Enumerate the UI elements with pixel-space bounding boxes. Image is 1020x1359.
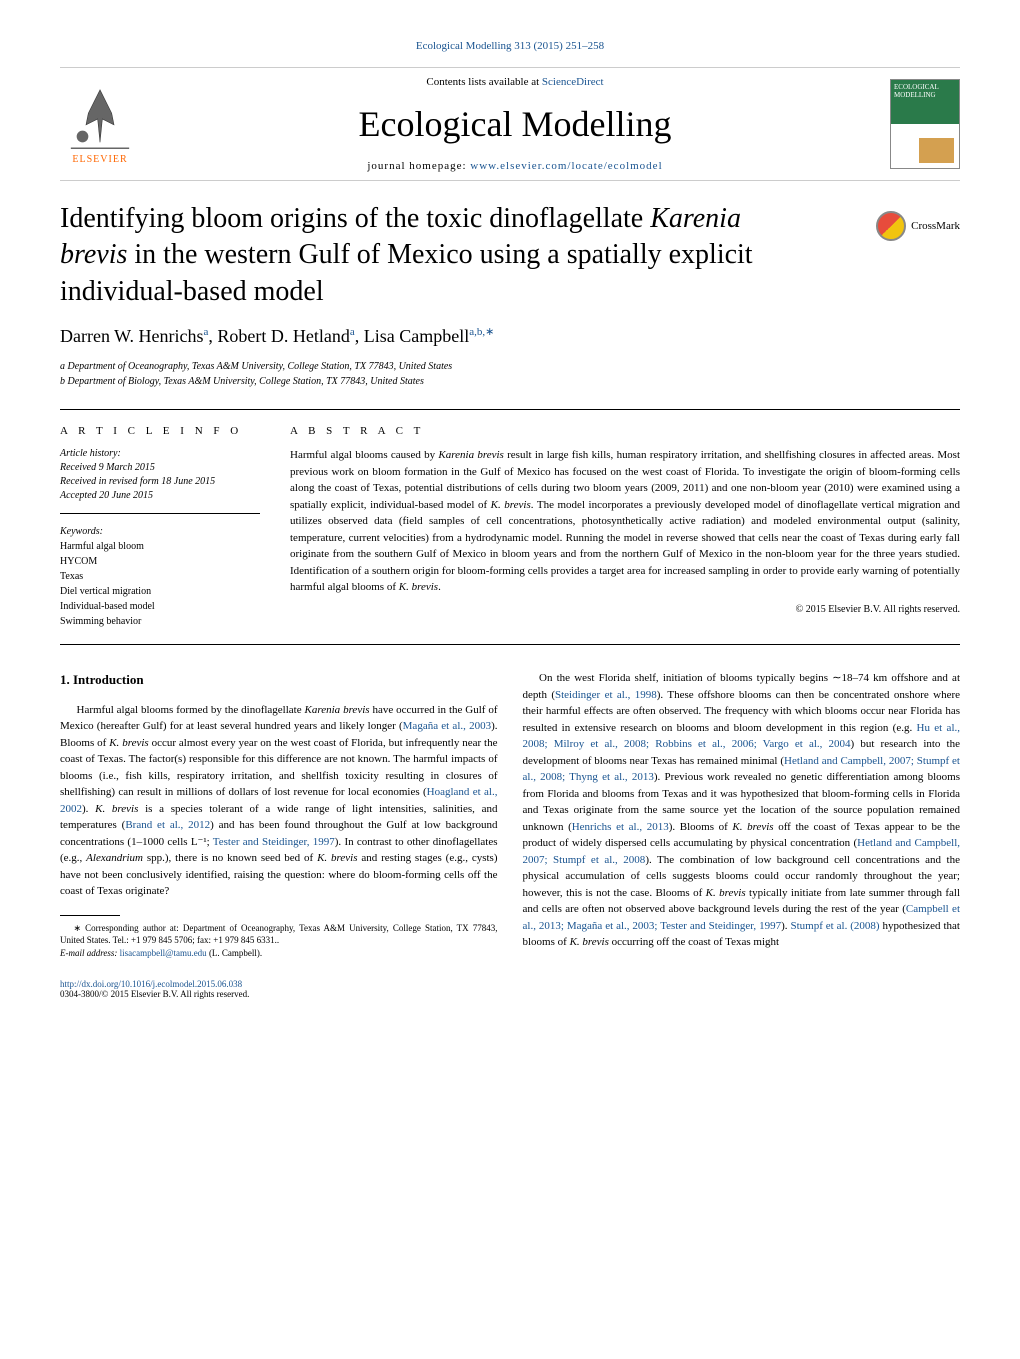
authors-line: Darren W. Henrichsa, Robert D. Hetlanda,… <box>60 325 960 347</box>
abstract-species: K. brevis <box>491 499 531 511</box>
affiliation-b: b Department of Biology, Texas A&M Unive… <box>60 374 960 389</box>
author-1: Darren W. Henrichs <box>60 326 203 346</box>
elsevier-logo: ELSEVIER <box>60 79 140 169</box>
abstract-heading: A B S T R A C T <box>290 425 960 437</box>
abstract-part: . The model incorporates a previously de… <box>290 499 960 594</box>
species-name: K. brevis <box>570 936 609 948</box>
cover-image-icon <box>919 138 954 163</box>
header-center: Contents lists available at ScienceDirec… <box>140 76 890 172</box>
abstract-species: Karenia brevis <box>438 449 503 461</box>
keyword: Swimming behavior <box>60 614 260 629</box>
journal-name: Ecological Modelling <box>140 103 890 145</box>
accepted-date: Accepted 20 June 2015 <box>60 489 260 503</box>
title-part-1: Identifying bloom origins of the toxic d… <box>60 203 650 234</box>
history-label: Article history: <box>60 447 260 461</box>
citation-link[interactable]: Ecological Modelling 313 (2015) 251–258 <box>416 40 604 52</box>
citation-link[interactable]: Tester and Steidinger, 1997 <box>213 836 335 848</box>
species-name: K. brevis <box>95 803 138 815</box>
intro-paragraph: Harmful algal blooms formed by the dinof… <box>60 702 498 900</box>
species-name: Karenia brevis <box>305 704 370 716</box>
email-link[interactable]: lisacampbell@tamu.edu <box>120 948 207 958</box>
body-column-right: On the west Florida shelf, initiation of… <box>523 670 961 959</box>
elsevier-tree-icon <box>65 84 135 154</box>
article-info-section: A R T I C L E I N F O Article history: R… <box>60 409 960 645</box>
contents-prefix: Contents lists available at <box>426 76 541 88</box>
journal-cover-thumbnail: ECOLOGICAL MODELLING <box>890 79 960 169</box>
text-run: occurring off the coast of Texas might <box>609 936 779 948</box>
elsevier-label: ELSEVIER <box>72 154 127 165</box>
keyword: Texas <box>60 569 260 584</box>
abstract-column: A B S T R A C T Harmful algal blooms cau… <box>290 425 960 629</box>
abstract-text: Harmful algal blooms caused by Karenia b… <box>290 447 960 596</box>
homepage-line: journal homepage: www.elsevier.com/locat… <box>140 160 890 172</box>
introduction-heading: 1. Introduction <box>60 670 498 690</box>
keyword: Diel vertical migration <box>60 584 260 599</box>
species-name: K. brevis <box>732 821 773 833</box>
corresponding-author-footnote: ∗ Corresponding author at: Department of… <box>60 922 498 960</box>
keyword: Individual-based model <box>60 599 260 614</box>
author-3-sup: a,b,∗ <box>469 326 494 338</box>
homepage-link[interactable]: www.elsevier.com/locate/ecolmodel <box>470 160 662 172</box>
issn-line: 0304-3800/© 2015 Elsevier B.V. All right… <box>60 989 960 999</box>
email-suffix: (L. Campbell). <box>207 948 263 958</box>
sciencedirect-link[interactable]: ScienceDirect <box>542 76 604 88</box>
keyword: Harmful algal bloom <box>60 539 260 554</box>
cover-title: ECOLOGICAL MODELLING <box>894 83 956 99</box>
keywords-block: Keywords: Harmful algal bloom HYCOM Texa… <box>60 524 260 629</box>
copyright-line: © 2015 Elsevier B.V. All rights reserved… <box>290 604 960 615</box>
citation-link[interactable]: Henrichs et al., 2013 <box>572 821 669 833</box>
crossmark-label: CrossMark <box>911 220 960 232</box>
species-name: K. brevis <box>317 852 357 864</box>
citation-link[interactable]: Steidinger et al., 1998 <box>555 689 657 701</box>
email-label: E-mail address: <box>60 948 120 958</box>
article-info-column: A R T I C L E I N F O Article history: R… <box>60 425 260 629</box>
article-info-heading: A R T I C L E I N F O <box>60 425 260 437</box>
text-run: spp.), there is no known seed bed of <box>143 852 317 864</box>
citation-header: Ecological Modelling 313 (2015) 251–258 <box>60 40 960 52</box>
citation-link[interactable]: Magaña et al., 2003 <box>403 720 491 732</box>
text-run: Harmful algal blooms formed by the dinof… <box>77 704 305 716</box>
keyword: HYCOM <box>60 554 260 569</box>
affiliation-a: a Department of Oceanography, Texas A&M … <box>60 359 960 374</box>
email-line: E-mail address: lisacampbell@tamu.edu (L… <box>60 947 498 960</box>
title-part-2: in the western Gulf of Mexico using a sp… <box>60 239 753 306</box>
contents-line: Contents lists available at ScienceDirec… <box>140 76 890 88</box>
species-name: K. brevis <box>109 737 148 749</box>
received-date: Received 9 March 2015 <box>60 461 260 475</box>
footnote-separator <box>60 915 120 916</box>
author-2: , Robert D. Hetland <box>208 326 349 346</box>
citation-link[interactable]: Brand et al., 2012 <box>125 819 210 831</box>
intro-paragraph: On the west Florida shelf, initiation of… <box>523 670 961 951</box>
abstract-part: Harmful algal blooms caused by <box>290 449 438 461</box>
author-3: , Lisa Campbell <box>355 326 469 346</box>
history-block: Article history: Received 9 March 2015 R… <box>60 447 260 514</box>
homepage-prefix: journal homepage: <box>367 160 470 172</box>
species-name: K. brevis <box>706 887 746 899</box>
citation-link[interactable]: Stumpf et al. (2008) <box>790 920 879 932</box>
keywords-label: Keywords: <box>60 524 260 539</box>
journal-header-bar: ELSEVIER Contents lists available at Sci… <box>60 67 960 181</box>
text-run: ). <box>82 803 95 815</box>
footer-bar: http://dx.doi.org/10.1016/j.ecolmodel.20… <box>60 979 960 999</box>
crossmark-badge[interactable]: CrossMark <box>876 211 960 241</box>
corr-author-text: ∗ Corresponding author at: Department of… <box>60 922 498 947</box>
abstract-species: K. brevis <box>399 581 438 593</box>
crossmark-icon <box>876 211 906 241</box>
article-title: Identifying bloom origins of the toxic d… <box>60 201 780 310</box>
body-columns: 1. Introduction Harmful algal blooms for… <box>60 670 960 959</box>
doi-link[interactable]: http://dx.doi.org/10.1016/j.ecolmodel.20… <box>60 979 242 989</box>
text-run: ). Blooms of <box>669 821 733 833</box>
revised-date: Received in revised form 18 June 2015 <box>60 475 260 489</box>
affiliations: a Department of Oceanography, Texas A&M … <box>60 359 960 389</box>
abstract-part: . <box>438 581 441 593</box>
species-name: Alexandrium <box>86 852 143 864</box>
body-column-left: 1. Introduction Harmful algal blooms for… <box>60 670 498 959</box>
